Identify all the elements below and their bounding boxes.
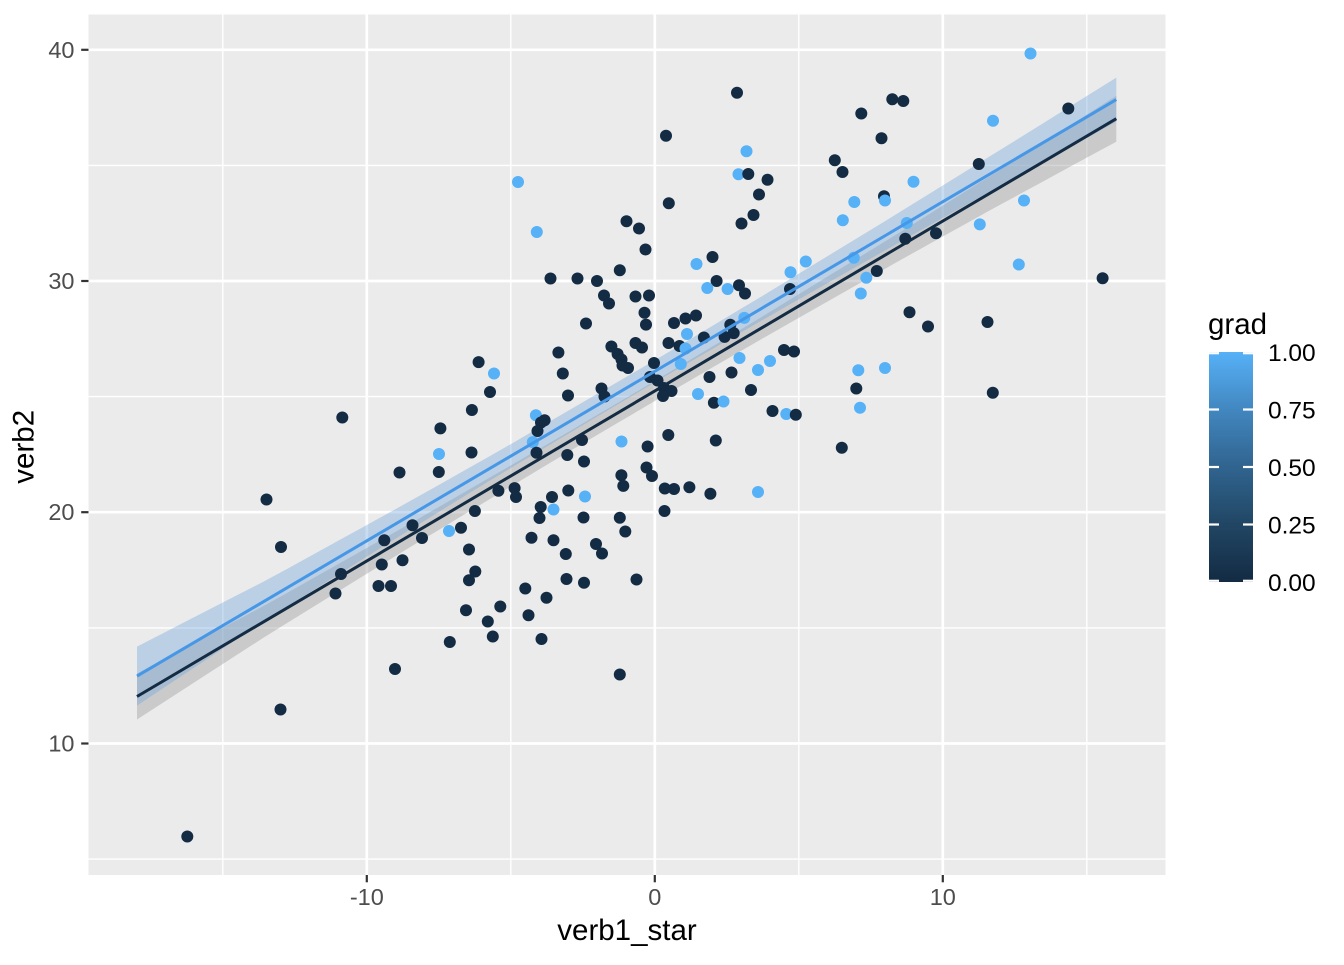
svg-text:20: 20: [48, 499, 74, 525]
svg-text:30: 30: [48, 268, 74, 294]
svg-text:-10: -10: [350, 884, 384, 910]
svg-text:0.50: 0.50: [1268, 455, 1316, 482]
svg-text:10: 10: [48, 731, 74, 757]
svg-text:10: 10: [930, 884, 956, 910]
svg-text:grad: grad: [1208, 308, 1267, 341]
svg-text:verb1_star: verb1_star: [557, 914, 697, 947]
svg-text:0.75: 0.75: [1268, 398, 1316, 425]
svg-text:verb2: verb2: [8, 410, 41, 484]
svg-text:0.00: 0.00: [1268, 570, 1316, 597]
svg-text:1.00: 1.00: [1268, 340, 1316, 367]
svg-text:40: 40: [48, 37, 74, 63]
svg-text:0: 0: [648, 884, 661, 910]
svg-text:0.25: 0.25: [1268, 513, 1316, 540]
